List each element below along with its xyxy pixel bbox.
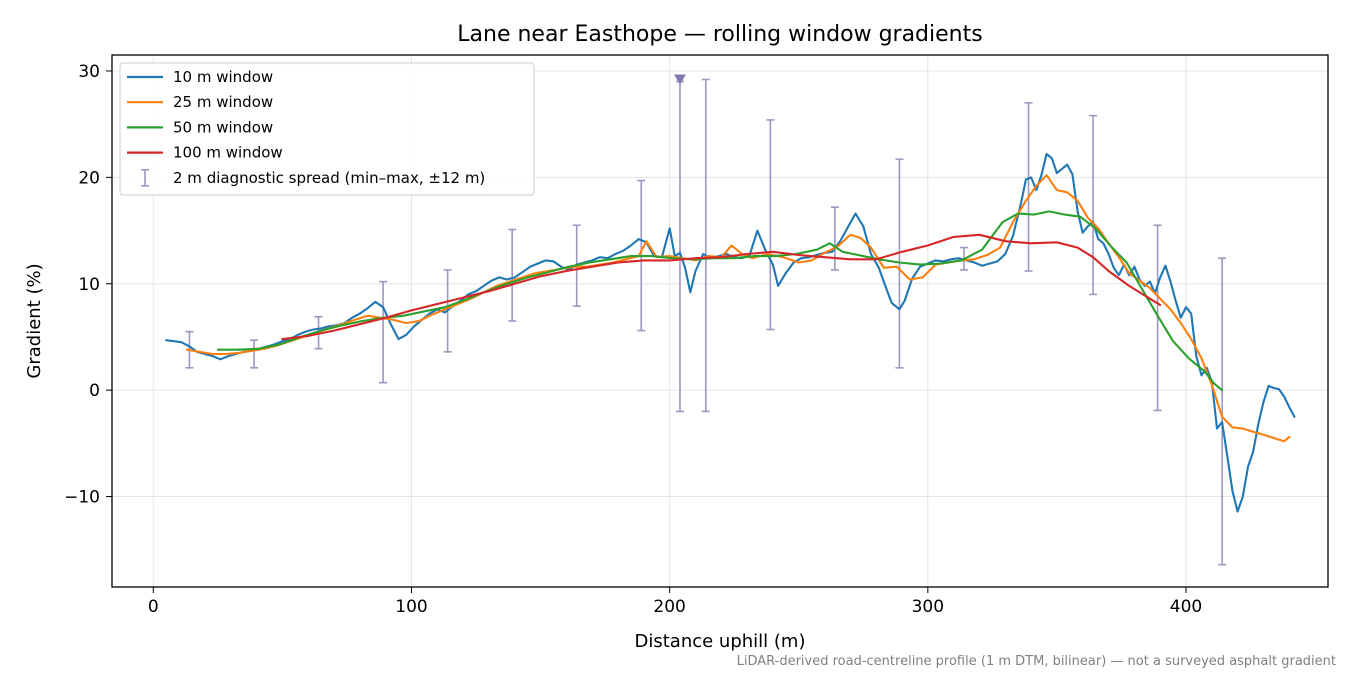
y-tick-label: 20 (78, 168, 100, 188)
y-axis-label: Gradient (%) (24, 263, 45, 378)
legend-box (119, 62, 535, 196)
clipped-marker (673, 74, 686, 85)
x-tick-label: 400 (1170, 597, 1202, 617)
series-lines (165, 152, 1296, 513)
x-tick-label: 300 (912, 597, 944, 617)
y-tick-label: 10 (78, 275, 100, 295)
x-tick-label: 0 (148, 597, 159, 617)
error-bars (185, 74, 1227, 566)
footnote: LiDAR-derived road-centreline profile (1… (737, 654, 1336, 669)
legend-label: 25 m window (173, 93, 273, 111)
y-tick-label: −10 (64, 488, 100, 508)
legend-label: 100 m window (173, 144, 283, 162)
plot-frame (111, 54, 1329, 588)
x-tick-label: 200 (653, 597, 685, 617)
y-axis: −10 0 10 20 30 (64, 62, 112, 508)
series-line (216, 210, 1224, 392)
legend-label: 10 m window (173, 68, 273, 86)
y-tick-label: 0 (89, 381, 100, 401)
series-line (185, 174, 1291, 443)
legend-label: 2 m diagnostic spread (min–max, ±12 m) (173, 169, 485, 187)
y-tick-label: 30 (78, 62, 100, 82)
legend-label: 50 m window (173, 118, 273, 136)
series-line (165, 152, 1296, 513)
legend: 10 m window 25 m window 50 m window 100 m w… (119, 62, 535, 196)
x-axis: 0 100 200 300 400 (148, 587, 1202, 617)
series-line (281, 233, 1162, 341)
chart-title: Lane near Easthope — rolling window grad… (457, 22, 982, 47)
x-tick-label: 100 (395, 597, 427, 617)
grid (112, 55, 1328, 587)
x-axis-label: Distance uphill (m) (635, 631, 806, 652)
